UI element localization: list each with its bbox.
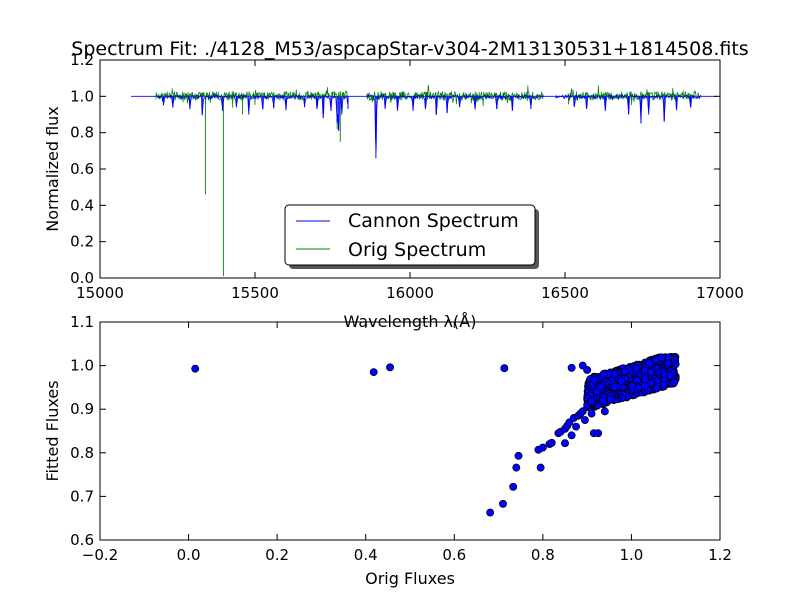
scatter-point bbox=[548, 439, 555, 446]
scatter-point bbox=[611, 383, 618, 390]
scatter-ytick-label: 1.0 bbox=[70, 357, 94, 375]
scatter-x-axis-label: Orig Fluxes bbox=[365, 569, 455, 588]
scatter-ytick-label: 1.1 bbox=[70, 313, 94, 331]
scatter-point bbox=[658, 354, 665, 361]
spectrum-xtick-label: 17000 bbox=[696, 284, 744, 302]
scatter-point bbox=[595, 430, 602, 437]
scatter-xtick-label: 0.6 bbox=[442, 546, 466, 564]
scatter-point bbox=[591, 377, 598, 384]
spectrum-legend: Cannon Spectrum Orig Spectrum bbox=[285, 205, 539, 269]
scatter-ytick-label: 0.8 bbox=[70, 444, 94, 462]
scatter-point bbox=[670, 379, 677, 386]
spectrum-ytick-label: 0.6 bbox=[70, 160, 94, 178]
spectrum-xtick-label: 16500 bbox=[541, 284, 589, 302]
scatter-xtick-label: 1.0 bbox=[619, 546, 643, 564]
scatter-point bbox=[666, 372, 673, 379]
scatter-point bbox=[501, 365, 508, 372]
scatter-xtick-label: 0.2 bbox=[265, 546, 289, 564]
spectrum-ytick-label: 0.4 bbox=[70, 196, 94, 214]
scatter-xtick-label: 0.8 bbox=[531, 546, 555, 564]
spectrum-title: Spectrum Fit: ./4128_M53/aspcapStar-v304… bbox=[71, 38, 748, 60]
legend-label-orig: Orig Spectrum bbox=[348, 239, 486, 261]
scatter-point bbox=[539, 444, 546, 451]
scatter-point bbox=[601, 408, 608, 415]
scatter-point bbox=[581, 417, 588, 424]
scatter-point bbox=[584, 366, 591, 373]
scatter-point bbox=[597, 384, 604, 391]
scatter-point bbox=[607, 395, 614, 402]
scatter-point bbox=[487, 509, 494, 516]
scatter-point bbox=[599, 397, 606, 404]
scatter-point bbox=[513, 464, 520, 471]
spectrum-y-axis-label: Normalized flux bbox=[43, 106, 62, 232]
scatter-point bbox=[561, 440, 568, 447]
scatter-point bbox=[633, 377, 640, 384]
scatter-point bbox=[600, 370, 607, 377]
scatter-point bbox=[499, 500, 506, 507]
scatter-point bbox=[515, 452, 522, 459]
spectrum-ytick-label: 1.2 bbox=[70, 51, 94, 69]
scatter-point bbox=[618, 377, 625, 384]
scatter-xtick-label: 1.2 bbox=[708, 546, 732, 564]
scatter-point bbox=[568, 432, 575, 439]
scatter-point bbox=[572, 423, 579, 430]
scatter-xtick-label: 0.0 bbox=[177, 546, 201, 564]
scatter-y-axis-label: Fitted Fluxes bbox=[43, 380, 62, 481]
scatter-point bbox=[370, 369, 377, 376]
spectrum-ytick-label: 1.0 bbox=[70, 87, 94, 105]
spectrum-ytick-label: 0.2 bbox=[70, 233, 94, 251]
scatter-ytick-label: 0.7 bbox=[70, 487, 94, 505]
scatter-ytick-label: 0.6 bbox=[70, 531, 94, 549]
scatter-point bbox=[646, 360, 653, 367]
spectrum-xtick-label: 15500 bbox=[231, 284, 279, 302]
scatter-point bbox=[653, 385, 660, 392]
scatter-point bbox=[192, 365, 199, 372]
scatter-point bbox=[665, 359, 672, 366]
scatter-point bbox=[568, 364, 575, 371]
spectrum-xtick-label: 16000 bbox=[386, 284, 434, 302]
scatter-point bbox=[621, 368, 628, 375]
spectrum-ytick-label: 0.0 bbox=[70, 269, 94, 287]
scatter-point bbox=[386, 364, 393, 371]
scatter-point bbox=[635, 384, 642, 391]
scatter-xtick-label: 0.4 bbox=[354, 546, 378, 564]
scatter-point bbox=[642, 376, 649, 383]
scatter-ytick-label: 0.9 bbox=[70, 400, 94, 418]
scatter-point bbox=[588, 398, 595, 405]
scatter-point bbox=[510, 483, 517, 490]
legend-label-cannon: Cannon Spectrum bbox=[348, 210, 519, 232]
scatter-point bbox=[647, 368, 654, 375]
spectrum-ytick-label: 0.8 bbox=[70, 124, 94, 142]
scatter-point bbox=[537, 464, 544, 471]
